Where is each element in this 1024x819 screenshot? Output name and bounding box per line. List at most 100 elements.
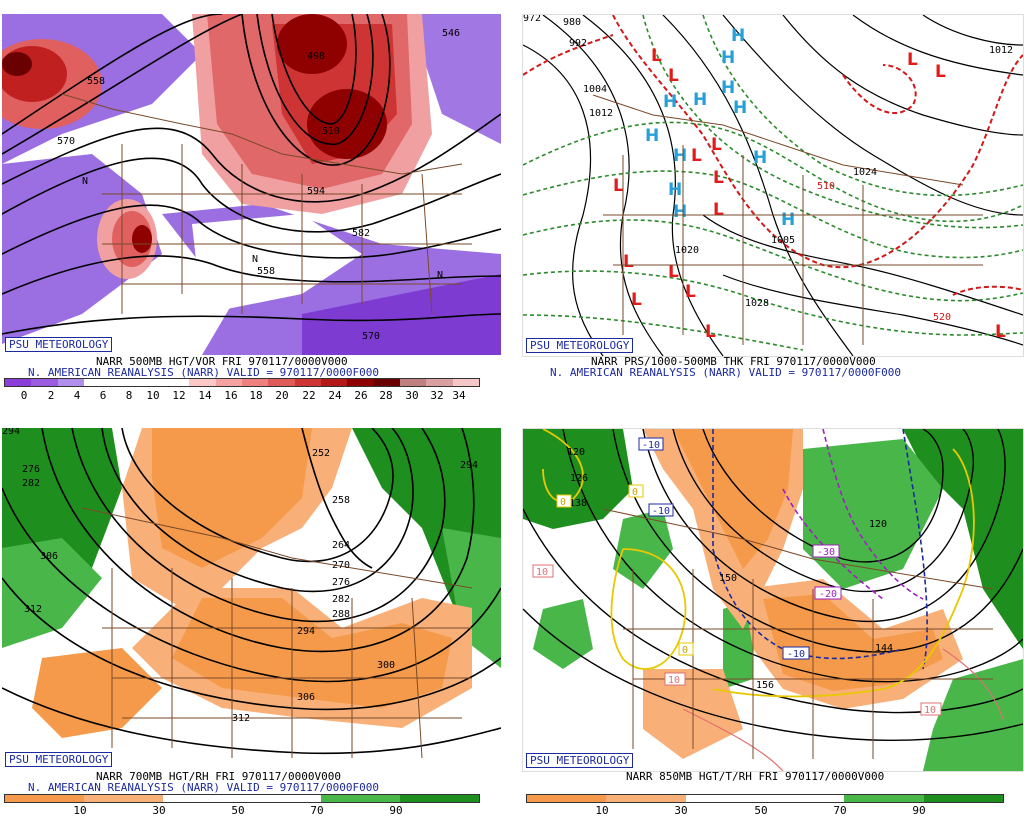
contour-label: 144 — [875, 643, 893, 654]
low-pressure-marker: L — [668, 262, 679, 282]
tick-label: 22 — [302, 389, 316, 402]
contour-label: 120 — [567, 447, 585, 458]
panel-valid-line: N. AMERICAN REANALYSIS (NARR) VALID = 97… — [28, 781, 379, 794]
colorbar-ticks: 0 2 4 6 8 10 12 14 16 18 20 22 24 26 28 … — [4, 390, 480, 401]
panel-valid-line: N. AMERICAN REANALYSIS (NARR) VALID = 97… — [550, 366, 901, 379]
colorbar-vorticity — [4, 378, 480, 387]
map-700mb-canvas: 294 276 282 306 312 252 258 264 270 276 … — [2, 428, 501, 759]
low-pressure-marker: L — [935, 62, 946, 82]
map-850mb: 120 126 138 150 156 144 120 -10 -10 -10 … — [522, 428, 1024, 772]
tick-label: 10 — [73, 804, 87, 817]
contour-label: 1028 — [745, 298, 769, 309]
tick-label: 10 — [595, 804, 609, 817]
colorbar-rh — [4, 794, 480, 803]
contour-label: 546 — [442, 28, 460, 39]
contour-label: 520 — [933, 312, 951, 323]
map-pressure-canvas: H H H H H H H H H H H H L L L L L L — [523, 15, 1023, 356]
temperature-label: 0 — [632, 487, 638, 498]
tick-label: 10 — [146, 389, 160, 402]
contour-label: 510 — [322, 126, 340, 137]
low-pressure-marker: L — [668, 66, 679, 86]
tick-label: 0 — [20, 389, 28, 402]
contour-label: 276 — [332, 577, 350, 588]
tick-label: 24 — [328, 389, 342, 402]
tick-label: 34 — [452, 389, 466, 402]
tick-label: 6 — [99, 389, 107, 402]
contour-label: 972 — [523, 15, 541, 24]
low-pressure-marker: L — [713, 168, 724, 188]
temperature-label: 10 — [536, 567, 548, 578]
high-pressure-marker: H — [663, 92, 677, 112]
panel-title-line: NARR 500MB HGT/VOR FRI 970117/0000V000 — [96, 355, 348, 368]
temperature-label: 10 — [924, 705, 936, 716]
panel-title-line: NARR PRS/1000-500MB THK FRI 970117/0000V… — [591, 355, 876, 368]
tick-label: 32 — [430, 389, 444, 402]
tick-label: 30 — [405, 389, 419, 402]
low-pressure-marker: L — [995, 322, 1006, 342]
contour-label: 1020 — [675, 245, 699, 256]
tick-label: 18 — [249, 389, 263, 402]
colorbar-ticks: 10 30 50 70 90 — [4, 805, 480, 816]
panel-valid-line: N. AMERICAN REANALYSIS (NARR) VALID = 97… — [28, 366, 379, 379]
high-pressure-marker: H — [668, 180, 682, 200]
low-pressure-marker: L — [705, 322, 716, 342]
panel-850mb-t-rh: 120 126 138 150 156 144 120 -10 -10 -10 … — [522, 414, 1024, 819]
map-700mb: 294 276 282 306 312 252 258 264 270 276 … — [2, 428, 501, 770]
low-pressure-marker: L — [623, 252, 634, 272]
contour-label: 582 — [352, 228, 370, 239]
psu-meteorology-badge: PSU METEOROLOGY — [526, 753, 634, 768]
panel-title-line: NARR 850MB HGT/T/RH FRI 970117/0000V000 — [626, 770, 885, 783]
temperature-label: 0 — [682, 645, 688, 656]
contour-label: 264 — [332, 540, 350, 551]
contour-label: 510 — [817, 181, 835, 192]
panel-pressure-thickness: H H H H H H H H H H H H L L L L L L — [522, 0, 1024, 405]
high-pressure-marker: H — [645, 126, 659, 146]
high-pressure-marker: H — [733, 98, 747, 118]
tick-label: 90 — [389, 804, 403, 817]
tick-label: 12 — [172, 389, 186, 402]
contour-label: 570 — [57, 136, 75, 147]
contour-label: N — [252, 254, 258, 265]
tick-label: 14 — [198, 389, 212, 402]
temperature-label: -10 — [787, 649, 805, 660]
map-500mb: 546 558 570 582 594 498 510 558 570 N N … — [2, 14, 501, 355]
high-pressure-marker: H — [731, 26, 745, 46]
contour-label: 138 — [569, 498, 587, 509]
map-500mb-canvas: 546 558 570 582 594 498 510 558 570 N N … — [2, 14, 501, 355]
high-pressure-marker: H — [753, 148, 767, 168]
contour-label: 294 — [297, 626, 315, 637]
contour-label: 126 — [570, 473, 588, 484]
high-pressure-marker: H — [721, 78, 735, 98]
contour-label: 150 — [719, 573, 737, 584]
contour-label: 252 — [312, 448, 330, 459]
contour-label: 294 — [460, 460, 478, 471]
contour-label: 594 — [307, 186, 325, 197]
tick-label: 50 — [754, 804, 768, 817]
contour-label: 1012 — [589, 108, 613, 119]
tick-label: 28 — [379, 389, 393, 402]
tick-label: 30 — [152, 804, 166, 817]
tick-label: 30 — [674, 804, 688, 817]
contour-label: 312 — [232, 713, 250, 724]
low-pressure-marker: L — [685, 282, 696, 302]
high-pressure-marker: H — [693, 90, 707, 110]
high-pressure-marker: H — [673, 202, 687, 222]
contour-label: 312 — [24, 604, 42, 615]
map-pressure-thickness: H H H H H H H H H H H H L L L L L L — [522, 14, 1024, 357]
panel-500mb-vorticity: 546 558 570 582 594 498 510 558 570 N N … — [0, 0, 502, 405]
psu-meteorology-badge: PSU METEOROLOGY — [526, 338, 634, 353]
contour-label: 306 — [40, 551, 58, 562]
colorbar-rh-850 — [526, 794, 1004, 803]
contour-label: 1024 — [853, 167, 877, 178]
contour-label: 1004 — [583, 84, 607, 95]
contour-label: 1005 — [771, 235, 795, 246]
contour-label: 276 — [22, 464, 40, 475]
contour-label: 120 — [869, 519, 887, 530]
temperature-label: -30 — [817, 547, 835, 558]
tick-label: 90 — [912, 804, 926, 817]
tick-label: 2 — [47, 389, 55, 402]
contour-label: 156 — [756, 680, 774, 691]
low-pressure-marker: L — [613, 176, 624, 196]
temperature-label: -20 — [819, 589, 837, 600]
contour-label: N — [437, 270, 443, 281]
